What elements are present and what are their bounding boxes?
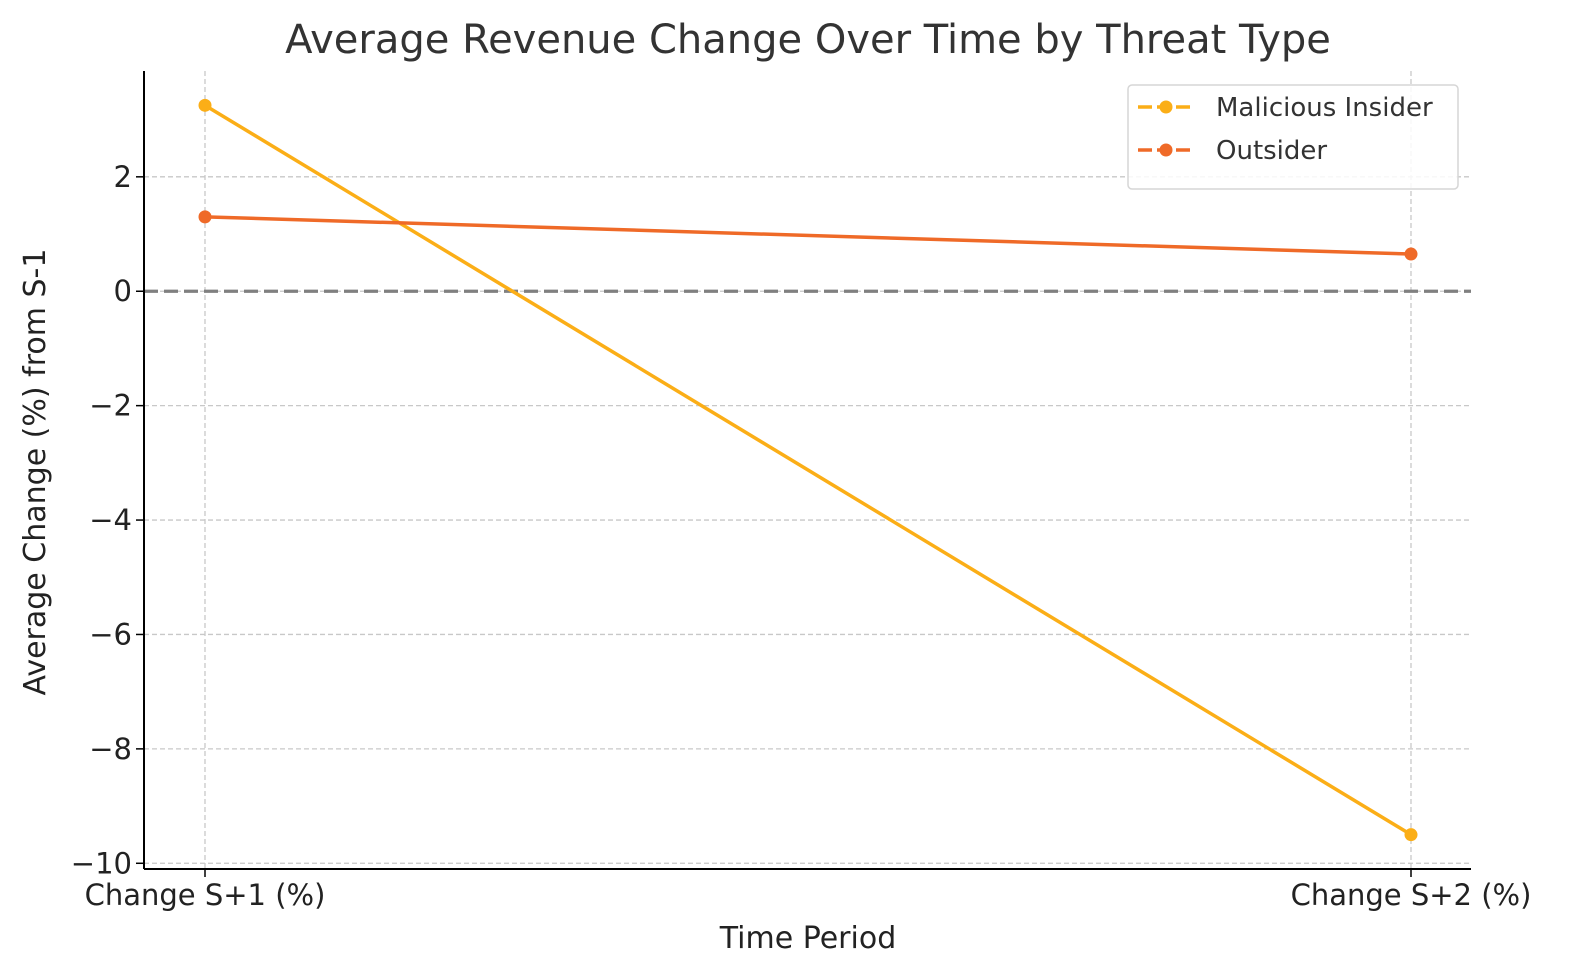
y-axis-ticks: −10 −8 −6 −4 −2 0 2: [71, 160, 144, 880]
y-tick-label: 2: [114, 160, 132, 194]
y-tick-label: −8: [89, 732, 132, 766]
legend-box: [1127, 84, 1459, 190]
data-point-outsider: [1404, 247, 1418, 261]
y-tick-label: −6: [89, 617, 132, 651]
series-line-outsider: [204, 215, 1412, 256]
legend-label-malicious-insider: Malicious Insider: [1216, 93, 1433, 123]
data-point-outsider: [198, 210, 212, 224]
x-axis-label: Time Period: [719, 921, 897, 956]
y-tick-label: −2: [89, 389, 132, 423]
series-layer: [198, 98, 1418, 842]
legend-label-outsider: Outsider: [1216, 136, 1327, 166]
chart-title: Average Revenue Change Over Time by Thre…: [285, 17, 1331, 63]
legend: Malicious Insider Outsider: [1127, 84, 1459, 190]
x-tick-label: Change S+1 (%): [85, 878, 326, 912]
y-tick-label: 0: [114, 274, 132, 308]
x-tick-label: Change S+2 (%): [1291, 878, 1532, 912]
data-point-malicious-insider: [198, 98, 212, 112]
legend-marker-malicious-insider: [1159, 100, 1173, 114]
data-point-malicious-insider: [1404, 828, 1418, 842]
y-tick-label: −4: [89, 503, 132, 537]
x-axis-ticks: Change S+1 (%) Change S+2 (%): [85, 869, 1532, 912]
y-axis-label: Average Change (%) from S-1: [18, 249, 53, 696]
legend-marker-outsider: [1159, 143, 1173, 157]
y-tick-label: −10: [71, 846, 132, 880]
series-line-malicious-insider: [204, 103, 1412, 837]
axes: [143, 71, 1471, 870]
